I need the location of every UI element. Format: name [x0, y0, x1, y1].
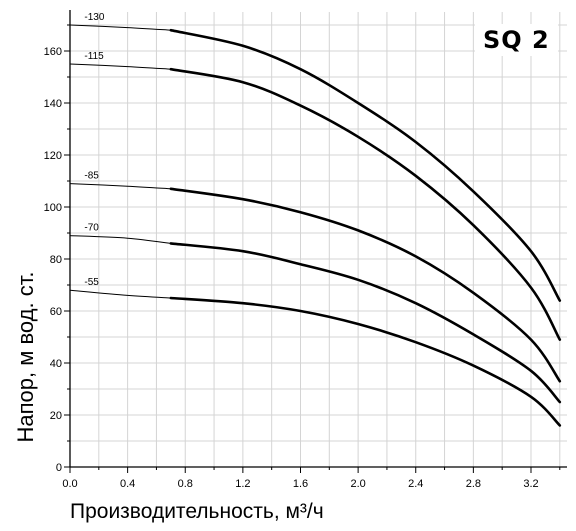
- y-tick-label: 100: [44, 202, 62, 214]
- y-tick-label: 60: [50, 306, 62, 318]
- curve-label: -70: [84, 223, 99, 234]
- curve-label: -115: [84, 51, 104, 62]
- y-tick-label: 40: [50, 358, 62, 370]
- grid-lines: [70, 12, 567, 467]
- chart-title: SQ 2: [475, 24, 558, 56]
- curve-label: -130: [84, 12, 104, 23]
- y-tick-label: 160: [44, 46, 62, 58]
- curves: [69, 24, 562, 427]
- y-tick-label: 20: [50, 410, 62, 422]
- y-tick-label: 120: [44, 150, 62, 162]
- x-axis-label: Производительность, м³/ч: [70, 500, 324, 523]
- curve-label: -85: [84, 171, 99, 182]
- curve-thin-segment: [69, 24, 171, 31]
- curve-thin-segment: [69, 63, 171, 70]
- x-tick-label: 3.2: [523, 478, 538, 490]
- curve-thin-segment: [69, 289, 171, 299]
- y-tick-label: 80: [50, 254, 62, 266]
- curve-label: -55: [84, 277, 99, 288]
- y-tick-label: 140: [44, 98, 62, 110]
- x-tick-label: 1.2: [235, 478, 250, 490]
- curve-thick-segment: [169, 242, 562, 404]
- curve-thick-segment: [169, 67, 562, 341]
- x-tick-label: 2.8: [466, 478, 481, 490]
- curve-labels: -130 -115 -85 -70 -55: [84, 12, 104, 288]
- x-tick-label: 1.6: [293, 478, 308, 490]
- x-tick-label: 0.8: [178, 478, 193, 490]
- x-tick-label: 0.0: [62, 478, 77, 490]
- curve-thick-segment: [169, 28, 562, 302]
- x-tick-label: 0.4: [120, 478, 135, 490]
- curve-thick-segment: [169, 187, 562, 383]
- curve-thin-segment: [69, 183, 171, 190]
- curve-thin-segment: [69, 235, 171, 244]
- y-axis-label: Напор, м вод. ст.: [13, 271, 38, 443]
- curve-thick-segment: [169, 296, 562, 427]
- x-tick-label: 2.4: [408, 478, 423, 490]
- x-tick-label: 2.0: [350, 478, 365, 490]
- axes: 0 20 40 60 80 100 120 140 160 0.0 0.4 0.8 1.2 1.6 2.0 2…: [44, 10, 567, 490]
- y-tick-label: 0: [56, 462, 62, 474]
